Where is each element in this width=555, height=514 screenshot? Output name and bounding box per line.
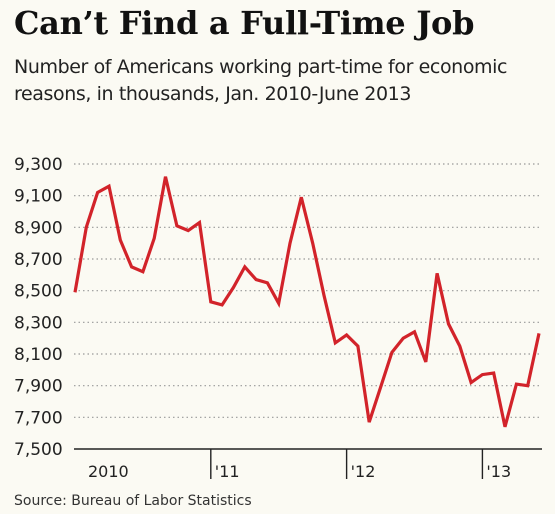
x-axis-ticks: 2010 '11 '12 '13 bbox=[88, 449, 511, 481]
y-tick-label: 7,500 bbox=[14, 440, 63, 460]
chart-subtitle: Number of Americans working part-time fo… bbox=[14, 56, 508, 105]
source-note: Source: Bureau of Labor Statistics bbox=[14, 493, 252, 509]
y-tick-label: 8,300 bbox=[14, 313, 63, 333]
series bbox=[73, 176, 541, 428]
y-tick-label: 8,700 bbox=[14, 250, 63, 270]
x-tick-label: '11 bbox=[215, 462, 240, 481]
series-line bbox=[73, 176, 541, 428]
x-tick-label: 2010 bbox=[88, 462, 129, 481]
x-tick-label: '13 bbox=[486, 462, 511, 481]
y-tick-label: 8,500 bbox=[14, 282, 63, 302]
y-tick-label: 8,900 bbox=[14, 218, 63, 238]
y-tick-label: 9,300 bbox=[14, 155, 63, 175]
x-tick-label: '12 bbox=[351, 462, 376, 481]
gridlines bbox=[74, 163, 542, 418]
y-tick-label: 7,700 bbox=[14, 408, 63, 428]
chart-title: Can’t Find a Full-Time Job bbox=[14, 4, 475, 42]
y-tick-label: 7,900 bbox=[14, 377, 63, 397]
y-tick-label: 9,100 bbox=[14, 187, 63, 207]
y-tick-label: 8,100 bbox=[14, 345, 63, 365]
y-axis-ticks: 9,300 9,100 8,900 8,700 8,500 8,300 8,100 7,900… bbox=[14, 155, 63, 460]
